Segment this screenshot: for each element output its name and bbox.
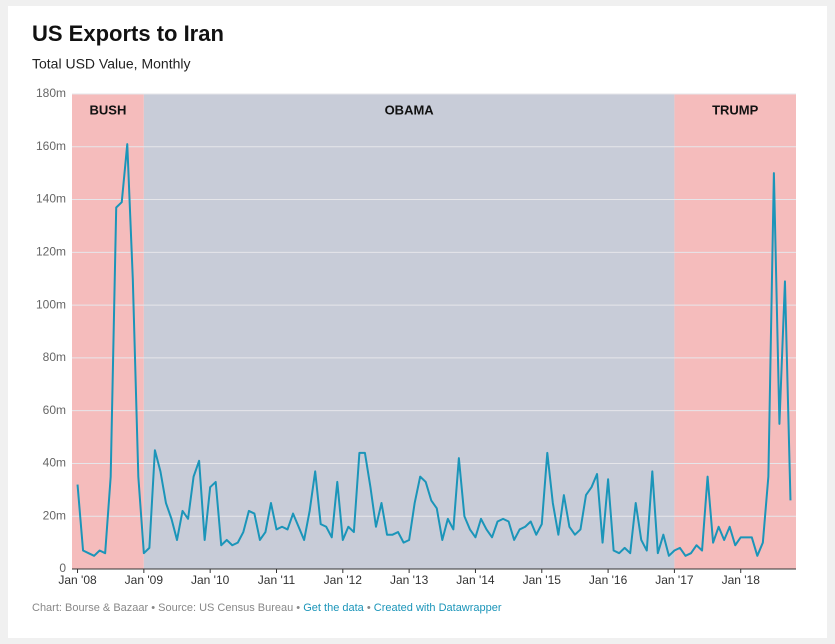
x-tick-label: Jan '08 [58, 573, 97, 587]
chart-subtitle: Total USD Value, Monthly [32, 56, 190, 72]
region-label: OBAMA [385, 102, 435, 117]
x-tick-label: Jan '18 [722, 573, 761, 587]
x-tick-label: Jan '10 [191, 573, 230, 587]
y-tick-label: 40m [43, 456, 66, 470]
line [76, 143, 792, 557]
x-tick-label: Jan '15 [523, 573, 562, 587]
x-tick-label: Jan '13 [390, 573, 429, 587]
y-tick-label: 80m [43, 350, 66, 364]
link[interactable]: Created with Datawrapper [374, 602, 502, 614]
x-tick-label: Jan '17 [655, 573, 694, 587]
y-tick-label: 140m [36, 192, 66, 206]
region-label: TRUMP [712, 102, 759, 117]
y-tick-label: 120m [36, 245, 66, 259]
region [674, 94, 796, 569]
x-tick-label: Jan '11 [258, 573, 296, 587]
chart-title: US Exports to Iran [32, 21, 224, 46]
y-tick-label: 0 [59, 561, 66, 575]
region [143, 94, 675, 569]
x-tick-label: Jan '09 [125, 573, 164, 587]
link[interactable]: Get the data [303, 602, 364, 614]
footer: Chart: Bourse & Bazaar • Source: US Cens… [32, 602, 502, 614]
x-tick-label: Jan '12 [324, 573, 363, 587]
y-tick-label: 20m [43, 508, 66, 522]
separator: • [367, 602, 371, 614]
x-tick-label: Jan '16 [589, 573, 628, 587]
y-tick-label: 100m [36, 297, 66, 311]
region-label: BUSH [90, 102, 127, 117]
y-tick-label: 60m [43, 403, 66, 417]
y-tick-label: 160m [36, 139, 66, 153]
source: Chart: Bourse & Bazaar • Source: US Cens… [32, 602, 300, 614]
region [72, 94, 144, 569]
x-tick-label: Jan '14 [456, 573, 495, 587]
y-tick-label: 180m [36, 86, 66, 100]
